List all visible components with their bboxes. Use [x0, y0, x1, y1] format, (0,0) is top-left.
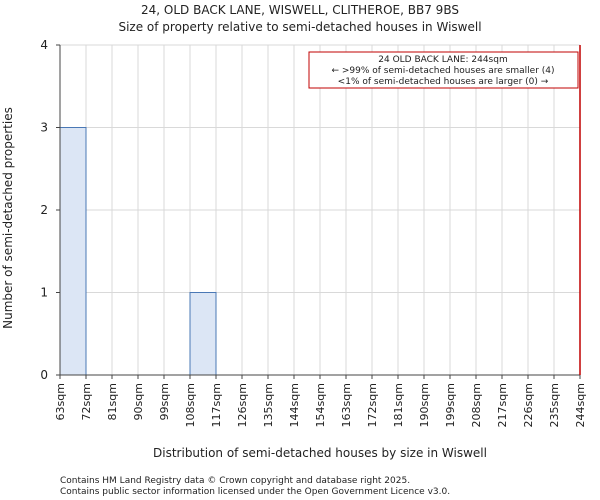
footer-line-1: Contains HM Land Registry data © Crown c…	[60, 476, 410, 486]
bars	[59, 127, 217, 376]
chart-subtitle: Size of property relative to semi-detach…	[118, 20, 481, 34]
x-tick-label: 135sqm	[262, 383, 275, 427]
x-tick-label: 144sqm	[288, 383, 301, 427]
y-tick-label: 1	[40, 286, 48, 300]
y-axis-label: Number of semi-detached properties	[1, 107, 15, 329]
x-tick-label: 163sqm	[340, 383, 353, 427]
bar	[59, 127, 87, 376]
x-tick-label: 108sqm	[184, 383, 197, 427]
x-tick-label: 181sqm	[392, 383, 405, 427]
x-tick-label: 244sqm	[574, 383, 587, 427]
y-tick-label: 4	[40, 38, 48, 52]
bar	[189, 292, 217, 376]
x-tick-label: 81sqm	[106, 383, 119, 420]
x-tick-label: 63sqm	[54, 383, 67, 420]
x-tick-label: 199sqm	[444, 383, 457, 427]
x-tick-label: 72sqm	[80, 383, 93, 420]
annotation-line-3: <1% of semi-detached houses are larger (…	[338, 77, 549, 87]
annotation-line-2: ← >99% of semi-detached houses are small…	[331, 66, 554, 76]
y-tick-label: 0	[40, 368, 48, 382]
annotation-frame	[308, 51, 579, 89]
x-tick-label: 99sqm	[158, 383, 171, 420]
annotation-line-1: 24 OLD BACK LANE: 244sqm	[378, 55, 507, 65]
x-tick-label: 208sqm	[470, 383, 483, 427]
x-tick-label: 154sqm	[314, 383, 327, 427]
x-tick-label: 90sqm	[132, 383, 145, 420]
x-tick-label: 126sqm	[236, 383, 249, 427]
x-tick-label: 190sqm	[418, 383, 431, 427]
axes: 0 1 2 3 4 63sqm 72sqm 81sqm 90sqm 99sqm 108sqm 117s…	[40, 38, 587, 427]
grid	[59, 44, 581, 376]
x-tick-label: 172sqm	[366, 383, 379, 427]
annotation-box: 24 OLD BACK LANE: 244sqm ← >99% of semi-…	[308, 51, 579, 89]
chart-title: 24, OLD BACK LANE, WISWELL, CLITHEROE, B…	[141, 3, 459, 17]
x-tick-label: 117sqm	[210, 383, 223, 427]
footer-line-2: Contains public sector information licen…	[60, 487, 450, 497]
x-tick-label: 217sqm	[496, 383, 509, 427]
y-tick-label: 2	[40, 203, 48, 217]
x-axis-label: Distribution of semi-detached houses by …	[153, 446, 487, 460]
x-tick-label: 226sqm	[522, 383, 535, 427]
y-tick-label: 3	[40, 121, 48, 135]
x-tick-label: 235sqm	[548, 383, 561, 427]
